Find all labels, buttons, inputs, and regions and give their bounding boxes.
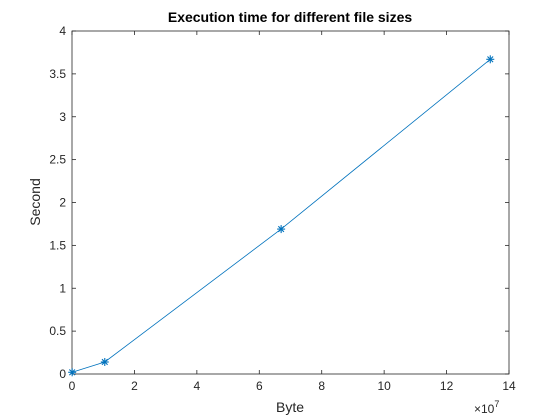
series-line [72, 58, 491, 373]
y-tick-label: 1.5 [49, 238, 66, 252]
y-tick-label: 2.5 [49, 153, 66, 167]
x-tick-label: 12 [440, 379, 454, 393]
x-axis-ticks: 0 2 4 6 8 10 12 14 [69, 31, 516, 393]
chart-title: Execution time for different file sizes [168, 9, 412, 25]
x-tick-label: 10 [377, 379, 391, 393]
x-axis-label: Byte [276, 399, 304, 415]
x-axis-exponent: ×107 [474, 399, 499, 416]
x-tick-label: 8 [318, 379, 325, 393]
x-axis-exponent-base: ×10 [474, 402, 495, 416]
y-tick-label: 2 [59, 196, 66, 210]
x-tick-label: 2 [131, 379, 138, 393]
x-tick-label: 6 [256, 379, 263, 393]
y-tick-label: 1 [59, 281, 66, 295]
data-point-marker [68, 368, 77, 377]
y-tick-label: 3 [59, 110, 66, 124]
y-axis-label: Second [27, 178, 43, 225]
axes [71, 30, 510, 375]
x-axis-exponent-power: 7 [494, 399, 499, 409]
plot-area-frame [71, 30, 510, 375]
x-tick-label: 0 [69, 379, 76, 393]
x-tick-label: 4 [194, 379, 201, 393]
y-tick-label: 3.5 [49, 67, 66, 81]
x-tick-label: 14 [502, 379, 516, 393]
data-point-marker [486, 55, 495, 64]
y-tick-label: 0 [59, 367, 66, 381]
y-tick-label: 4 [59, 24, 66, 38]
data-point-marker [100, 357, 109, 366]
data-point-marker [277, 225, 286, 234]
y-tick-label: 0.5 [49, 324, 66, 338]
y-axis-ticks: 0 0.5 1 1.5 2 2.5 3 3.5 4 [49, 24, 509, 381]
series-layer [68, 55, 495, 377]
